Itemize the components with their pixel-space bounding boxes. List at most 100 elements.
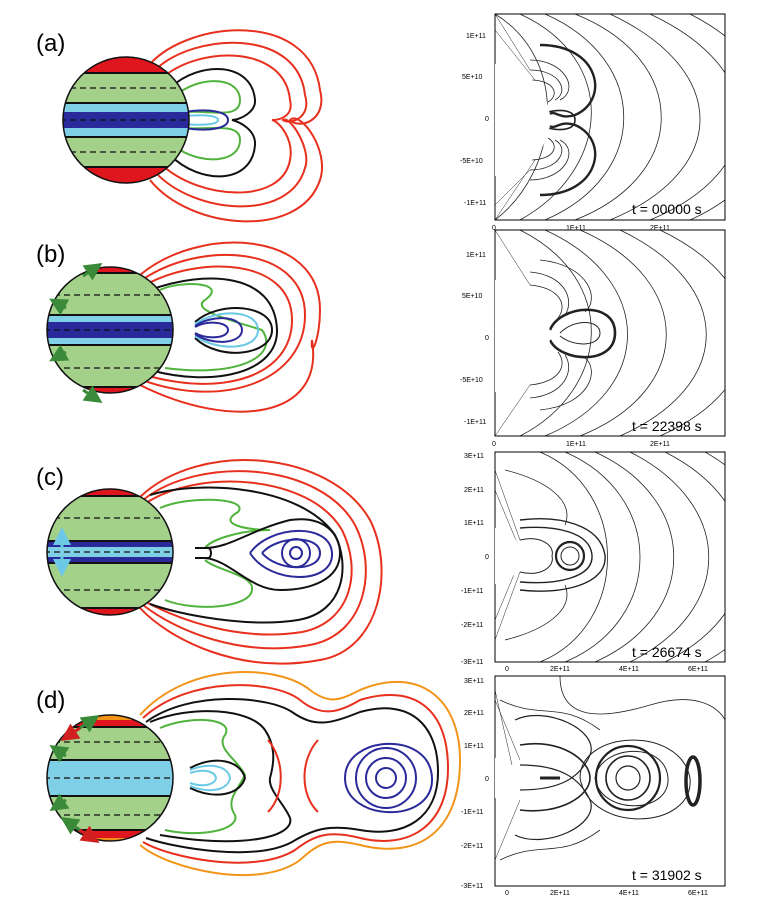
arrow-icon [79,825,100,843]
panel-label-c: (c) [36,464,64,491]
field-line-green [179,80,242,114]
field-line-cyan [189,764,232,792]
x-tick-label: 6E+11 [688,666,708,673]
sun-disk [63,57,189,183]
field-line-blue [261,538,322,569]
field-line-orange [139,671,462,877]
field-line-red [142,684,450,864]
y-tick-label: 0 [485,776,489,783]
x-tick-label: 0 [505,666,509,673]
simulation-plot-d: 3E+11 2E+11 1E+11 0 -1E+11 -2E+11 -3E+11… [461,675,726,897]
panel-label-a: (a) [36,30,65,57]
field-line-green [179,126,242,161]
arrow-icon [49,344,70,362]
field-line-green [159,498,271,549]
y-tick-label: 1E+11 [466,252,486,259]
arrow-icon [49,793,70,811]
field-line-red [161,54,292,194]
field-line-red [142,470,367,650]
x-tick-label: 1E+11 [566,441,586,448]
panel-label-d: (d) [36,687,65,714]
field-line-red [303,739,319,813]
field-line-black [189,759,247,796]
field-line-black [169,68,257,178]
field-line-blue [344,742,434,814]
field-line-black [204,518,342,592]
field-line-red [139,241,322,413]
arrow-icon [82,385,103,403]
y-tick-label: -3E+11 [461,659,483,666]
field-line-cyan [189,769,218,787]
field-line-black [194,307,274,354]
arrow-icon [79,715,100,733]
arrow-icon [60,817,81,835]
panel-c-diagram: (c) [36,459,383,665]
simulation-plot-a: 1E+11 5E+10 0 -5E+10 -1E+11 0 1E+11 2E+1… [460,13,726,232]
arrow-icon [49,298,70,316]
y-tick-label: 1E+11 [464,743,484,750]
x-tick-label: 0 [505,890,509,897]
x-tick-label: 2E+11 [650,441,670,448]
y-tick-label: -1E+11 [461,809,483,816]
y-tick-label: 1E+11 [466,33,486,40]
field-line-cyan [184,114,220,126]
panel-label-b: (b) [36,241,65,268]
y-tick-label: -1E+11 [464,200,486,207]
field-line-black [149,710,292,843]
y-tick-label: -1E+11 [461,588,483,595]
arrow-icon [49,745,70,763]
time-stamp: t = 22398 s [632,418,702,434]
y-tick-label: -5E+10 [460,158,483,165]
x-tick-label: 6E+11 [688,890,708,897]
x-tick-label: 2E+11 [550,666,570,673]
field-line-blue [249,529,334,578]
y-tick-label: -2E+11 [461,622,483,629]
y-tick-label: -1E+11 [464,419,486,426]
sun-disk [47,489,173,615]
field-line-black [145,697,440,854]
x-tick-label: 4E+11 [619,890,639,897]
field-line-red [144,265,294,385]
time-stamp: t = 00000 s [632,201,702,217]
y-tick-label: 0 [485,116,489,123]
y-tick-label: 5E+10 [462,74,483,81]
field-line-blue [184,109,230,131]
y-tick-label: 0 [485,335,489,342]
sun-disk [47,267,173,393]
panel-a-diagram: (a) [36,29,323,223]
y-tick-label: 0 [485,554,489,561]
arrow-icon [82,263,103,281]
field-line-black [149,486,344,624]
y-tick-label: -5E+10 [460,377,483,384]
field-line-red [267,739,282,813]
panel-b-diagram: (b) [36,241,322,413]
simulation-plot-c: 3E+11 2E+11 1E+11 0 -1E+11 -2E+11 -3E+11… [461,451,726,673]
panel-d-diagram: (d) [36,671,462,877]
y-tick-label: 5E+10 [462,293,483,300]
field-line-red [154,41,308,208]
field-line-blue [194,317,244,343]
time-stamp: t = 26674 s [632,644,702,660]
y-tick-label: 1E+11 [464,520,484,527]
field-line-black [149,277,279,379]
y-tick-label: 3E+11 [464,453,484,460]
y-tick-label: -3E+11 [461,883,483,890]
field-line-cyan [194,312,260,348]
field-line-green [159,283,268,372]
x-tick-label: 2E+11 [650,225,670,232]
field-line-red [145,480,353,636]
y-tick-label: 3E+11 [464,678,484,685]
y-tick-label: 2E+11 [464,487,484,494]
field-line-blue [194,321,230,339]
x-tick-label: 0 [492,441,496,448]
y-tick-label: -2E+11 [461,843,483,850]
x-tick-label: 2E+11 [550,890,570,897]
field-line-green [164,559,254,608]
field-line-red [149,29,323,223]
field-line-red [141,254,307,393]
time-stamp: t = 31902 s [632,867,702,883]
x-tick-label: 1E+11 [566,225,586,232]
sun-disk [47,715,173,841]
x-tick-label: 0 [492,225,496,232]
